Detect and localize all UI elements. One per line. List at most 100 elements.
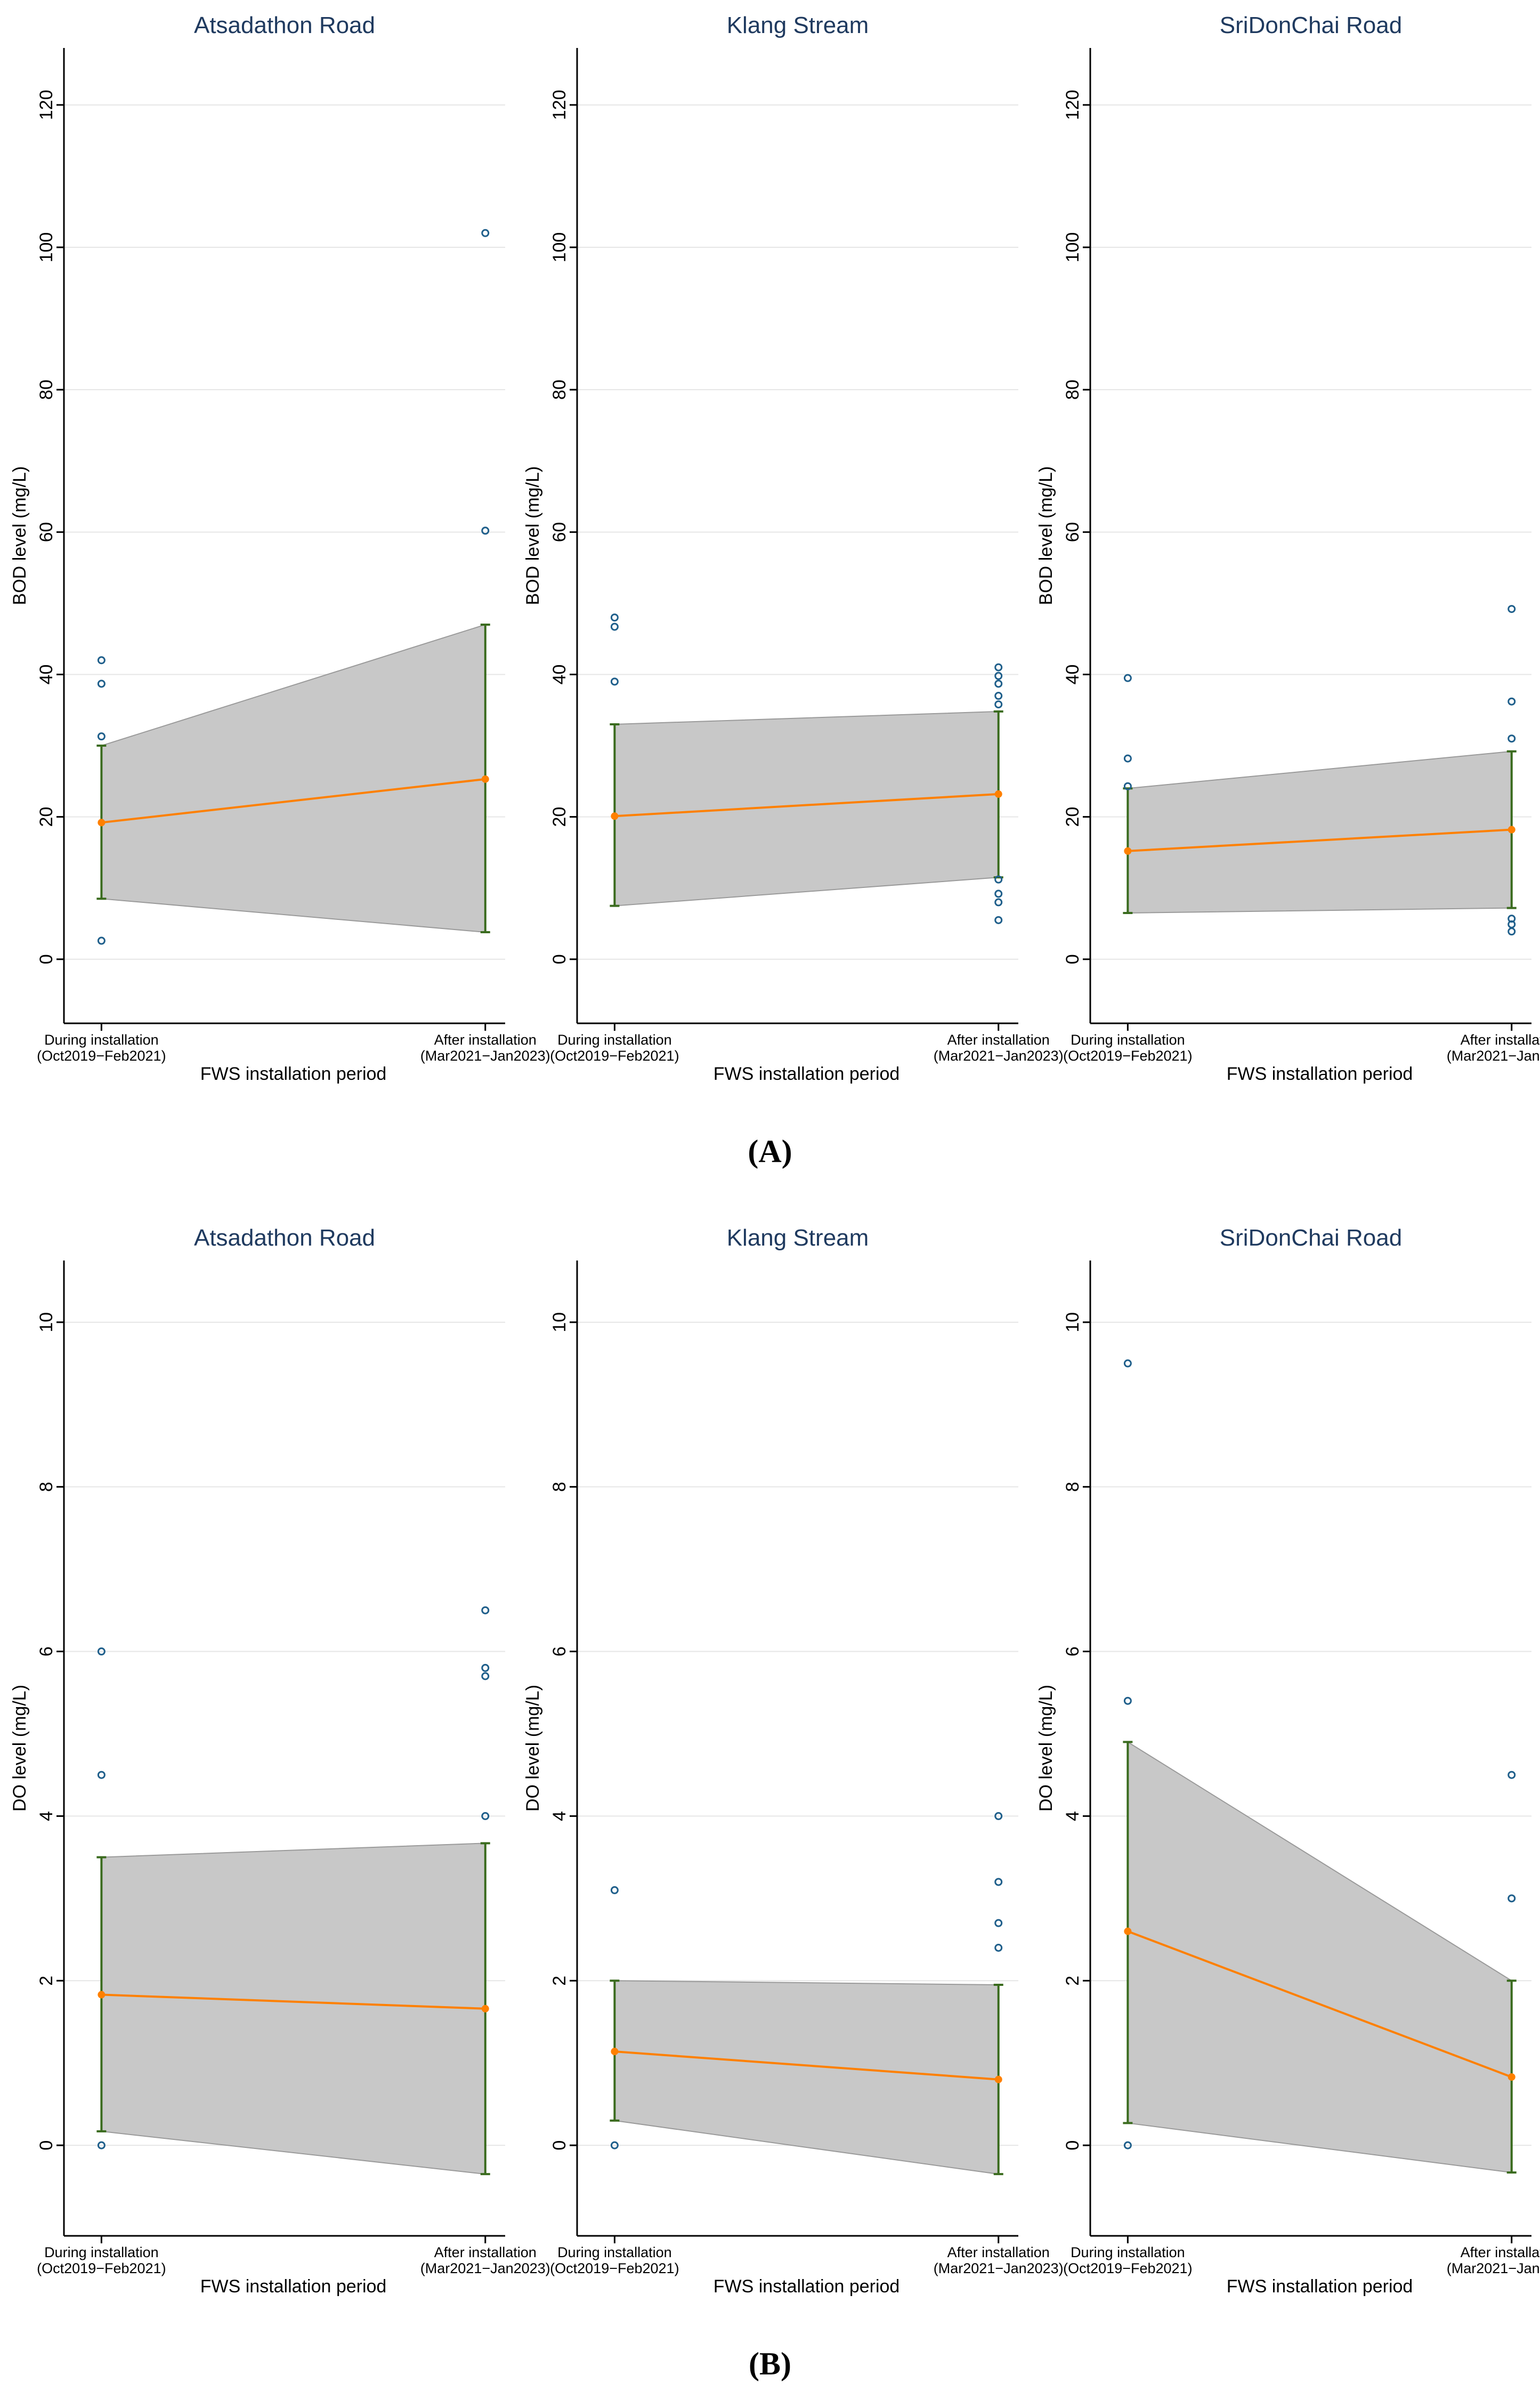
panel-label: (B) — [749, 2346, 791, 2381]
x-tick-label-period: (Oct2019−Feb2021) — [37, 2260, 166, 2276]
x-tick-label-period: (Mar2021−Jan2023) — [420, 1048, 550, 1064]
subplot-title: SriDonChai Road — [1220, 12, 1402, 38]
outlier-point — [97, 1771, 106, 1779]
y-tick-label: 100 — [36, 232, 56, 263]
y-tick-label: 2 — [36, 1976, 56, 1986]
mean-point — [1507, 826, 1515, 834]
x-tick-label: After installation — [1461, 1032, 1540, 1048]
outlier-point — [481, 1672, 490, 1680]
x-tick-label: During installation — [44, 2244, 159, 2260]
subplot-atsadathon-road: Atsadathon Road 0 20 40 60 80 100 120 BOD level … — [10, 12, 550, 1084]
mean-point — [611, 2048, 619, 2056]
y-tick-label: 6 — [1063, 1646, 1083, 1656]
subplot-title: Atsadathon Road — [194, 1225, 375, 1251]
y-tick-label: 0 — [36, 2140, 56, 2151]
x-tick-label: After installation — [947, 2244, 1050, 2260]
mean-line — [614, 2050, 999, 2081]
x-tick-label-period: (Oct2019−Feb2021) — [37, 1048, 166, 1064]
mean-point — [98, 1991, 106, 1999]
y-tick-label: 60 — [36, 522, 56, 542]
outlier-point — [994, 916, 1003, 924]
y-tick-label: 0 — [549, 2140, 570, 2151]
y-axis-label: DO level (mg/L) — [10, 1685, 30, 1812]
x-tick-label-period: (Mar2021−Jan2023) — [1447, 2260, 1540, 2276]
x-tick-label: After installation — [1461, 2244, 1540, 2260]
y-tick-label: 40 — [549, 665, 570, 685]
y-tick-label: 80 — [1063, 379, 1083, 400]
outlier-point — [994, 692, 1003, 700]
subplot-title: Klang Stream — [727, 1225, 869, 1251]
panel-label: (A) — [748, 1134, 792, 1169]
outlier-point — [994, 672, 1003, 680]
x-tick-label-period: (Oct2019−Feb2021) — [550, 2260, 679, 2276]
y-tick-label: 8 — [1063, 1482, 1083, 1492]
panel-a: Atsadathon Road 0 20 40 60 80 100 120 BOD level … — [10, 12, 1540, 1169]
outlier-point — [994, 1943, 1003, 1952]
mean-point — [1507, 2073, 1515, 2081]
x-tick-label-period: (Mar2021−Jan2023) — [420, 2260, 550, 2276]
y-tick-label: 40 — [36, 665, 56, 685]
mean-point — [611, 812, 619, 820]
outlier-point — [994, 700, 1003, 709]
y-tick-label: 80 — [549, 379, 570, 400]
outlier-point — [1123, 2141, 1132, 2150]
subplot-atsadathon-road: Atsadathon Road 0 2 4 6 8 10 DO level (mg/L) Dur… — [10, 1225, 550, 2297]
outlier-point — [1507, 734, 1516, 743]
outlier-point — [97, 1647, 106, 1656]
y-tick-label: 2 — [549, 1976, 570, 1986]
y-tick-label: 120 — [36, 90, 56, 120]
x-tick-label: During installation — [557, 2244, 672, 2260]
y-tick-label: 6 — [549, 1646, 570, 1656]
y-tick-label: 20 — [549, 807, 570, 827]
outlier-point — [481, 1663, 490, 1672]
y-tick-label: 120 — [549, 90, 570, 120]
x-tick-label-period: (Oct2019−Feb2021) — [1063, 2260, 1192, 2276]
y-tick-label: 20 — [1063, 807, 1083, 827]
x-tick-label-period: (Mar2021−Jan2023) — [1447, 1048, 1540, 1064]
mean-point — [98, 819, 106, 827]
y-tick-label: 0 — [36, 954, 56, 964]
outlier-point — [610, 677, 619, 686]
y-tick-label: 0 — [549, 954, 570, 964]
outlier-point — [97, 2141, 106, 2150]
outlier-point — [994, 1812, 1003, 1820]
subplot-sridonchai-road: SriDonChai Road 0 20 40 60 80 100 120 BOD level … — [1036, 12, 1540, 1084]
y-tick-label: 10 — [549, 1312, 570, 1332]
y-axis-label: BOD level (mg/L) — [10, 466, 30, 605]
outlier-point — [481, 527, 490, 535]
y-tick-label: 100 — [549, 232, 570, 263]
x-axis-label: FWS installation period — [714, 1064, 900, 1084]
y-tick-label: 60 — [549, 522, 570, 542]
mean-line — [101, 1993, 485, 2010]
outlier-point — [994, 898, 1003, 907]
y-tick-label: 4 — [36, 1811, 56, 1821]
mean-point — [1124, 847, 1132, 855]
outlier-point — [610, 623, 619, 631]
y-tick-label: 100 — [1063, 232, 1083, 263]
outlier-point — [610, 2141, 619, 2150]
x-tick-label-period: (Oct2019−Feb2021) — [1063, 1048, 1192, 1064]
outlier-point — [994, 890, 1003, 898]
x-tick-label: During installation — [557, 1032, 672, 1048]
outlier-point — [994, 1919, 1003, 1927]
x-tick-label: After installation — [947, 1032, 1050, 1048]
y-tick-label: 2 — [1063, 1976, 1083, 1986]
outlier-point — [481, 1606, 490, 1614]
outlier-point — [994, 875, 1003, 884]
mean-line — [1128, 828, 1512, 852]
y-tick-label: 6 — [36, 1646, 56, 1656]
y-axis-label: DO level (mg/L) — [1036, 1685, 1056, 1812]
outlier-point — [1507, 605, 1516, 613]
y-tick-label: 0 — [1063, 954, 1083, 964]
mean-line — [1127, 1930, 1512, 2078]
y-axis-label: DO level (mg/L) — [523, 1685, 543, 1812]
mean-point — [481, 775, 489, 783]
subplot-title: SriDonChai Road — [1220, 1225, 1402, 1251]
outlier-point — [1507, 1771, 1516, 1779]
outlier-point — [97, 680, 106, 688]
y-tick-label: 40 — [1063, 665, 1083, 685]
outlier-point — [481, 229, 490, 237]
y-tick-label: 4 — [549, 1811, 570, 1821]
y-tick-label: 8 — [36, 1482, 56, 1492]
